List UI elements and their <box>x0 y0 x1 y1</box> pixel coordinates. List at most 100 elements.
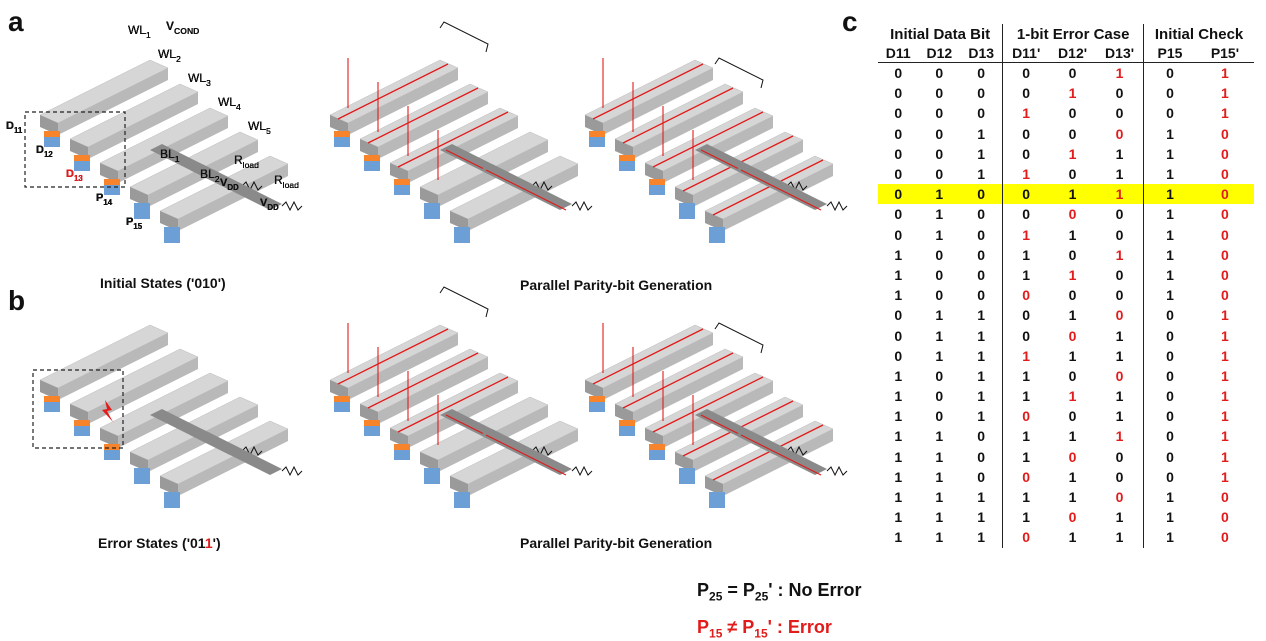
table-cell: 0 <box>935 65 944 82</box>
table-cell: 0 <box>1002 305 1050 326</box>
vcond-bracket <box>714 322 764 354</box>
table-cell: 1 <box>1115 246 1124 263</box>
bitline-bar <box>190 164 282 210</box>
legend-sub: 15 <box>709 626 723 641</box>
table-cell: 1 <box>1221 367 1229 384</box>
table-cell: 0 <box>1195 184 1254 205</box>
table-cell: 1 <box>935 509 944 526</box>
table-cell: 1 <box>1095 184 1144 205</box>
table-cell: 1 <box>977 145 986 162</box>
rload-label: Rload <box>274 173 299 190</box>
table-cell: 1 <box>1143 285 1196 306</box>
wordline-label: WL1 <box>128 23 151 40</box>
table-cell: 1 <box>1143 244 1196 265</box>
wordline-label: WL1 <box>128 23 151 40</box>
table-cell: 1 <box>894 448 903 465</box>
table-cell: 1 <box>1221 428 1229 445</box>
table-cell: 1 <box>1115 529 1124 546</box>
wordline-label: WL2 <box>158 47 181 64</box>
rload-label: Rload <box>274 173 299 190</box>
wordline-label: WL5 <box>248 119 271 136</box>
wordline-bar-end <box>675 187 693 207</box>
table-cell: 0 <box>1115 105 1124 122</box>
table-cell: 0 <box>1115 226 1124 243</box>
caption-parallel-parity-b: Parallel Parity-bit Generation <box>520 535 713 551</box>
table-cell: 0 <box>1143 325 1196 346</box>
wordline-bar-side <box>178 164 288 231</box>
table-cell: 1 <box>1068 428 1077 445</box>
wordline-bar-end <box>130 187 148 207</box>
wordline-bar-side <box>178 429 288 496</box>
table-cell: 1 <box>1068 388 1077 405</box>
bitline-label: BL1 <box>160 147 180 164</box>
table-cell: 1 <box>894 408 903 425</box>
table-cell: 0 <box>1068 246 1077 263</box>
cell-label: P14 <box>96 192 113 207</box>
memory-cell-state <box>649 179 665 185</box>
table-cell: 1 <box>1002 264 1050 286</box>
wordline-bar-end <box>330 380 348 400</box>
table-cell: 1 <box>1143 486 1196 508</box>
rload-label: Rload <box>234 153 259 170</box>
bitline-label: BL2 <box>200 167 220 184</box>
memory-cell-state <box>589 396 605 402</box>
bitline-label: BL1 <box>160 147 180 164</box>
table-cell: 1 <box>1068 226 1077 243</box>
table-cell: 1 <box>935 307 944 324</box>
table-cell: 1 <box>977 327 986 344</box>
table-cell: 1 <box>1002 244 1050 265</box>
wordline-bar-end <box>645 428 663 448</box>
vdd-label: VDD <box>220 177 239 192</box>
legend-error: P15 ≠ P15' : Error <box>697 617 832 641</box>
table-cell: 0 <box>1002 285 1050 306</box>
wordline-bar-end <box>675 452 693 472</box>
wordline-bar-end <box>420 187 438 207</box>
table-cell: 0 <box>894 85 903 102</box>
signal-line <box>397 111 509 168</box>
legend-text: = P <box>722 580 755 600</box>
bitline-label: BL2 <box>200 167 220 184</box>
table-cell: 1 <box>1115 347 1124 364</box>
table-cell: 0 <box>977 105 986 122</box>
table-cell: 0 <box>1068 367 1077 384</box>
table-cell: 1 <box>1143 264 1196 286</box>
table-cell: 0 <box>1143 103 1196 124</box>
table-cell: 0 <box>894 307 903 324</box>
table-cell: 0 <box>1221 287 1229 304</box>
table-cell: 0 <box>1068 65 1077 82</box>
col-header: D13' <box>1095 44 1144 63</box>
table-cell: 1 <box>1068 307 1077 324</box>
table-cell: 1 <box>1068 266 1077 283</box>
memory-cell-state <box>619 420 635 426</box>
rload-label: Rload <box>234 153 259 170</box>
table-cell: 0 <box>1143 446 1196 467</box>
caption-initial-states: Initial States ('010') <box>100 275 226 291</box>
table-cell: 1 <box>935 428 944 445</box>
table-cell: 1 <box>1143 204 1196 225</box>
table-cell: 1 <box>1221 105 1229 122</box>
group-initial-data-bit: Initial Data Bit <box>890 25 991 43</box>
signal-line <box>337 328 449 385</box>
table-cell: 0 <box>977 85 986 102</box>
cell-label: D12 <box>36 144 53 159</box>
table-cell: 1 <box>1221 307 1229 324</box>
table-cell: 1 <box>977 529 986 546</box>
table-cell: 1 <box>1002 345 1050 366</box>
table-cell: 1 <box>894 428 903 445</box>
load-resistor <box>786 180 808 192</box>
table-cell: 1 <box>1115 166 1124 183</box>
table-cell: 0 <box>1143 386 1196 407</box>
table-cell: 0 <box>1221 246 1229 263</box>
wordline-bar-end <box>585 115 603 135</box>
table-cell: 1 <box>1068 489 1077 506</box>
legend-no-error: P25 = P25' : No Error <box>697 580 862 604</box>
load-resistor <box>531 180 553 192</box>
